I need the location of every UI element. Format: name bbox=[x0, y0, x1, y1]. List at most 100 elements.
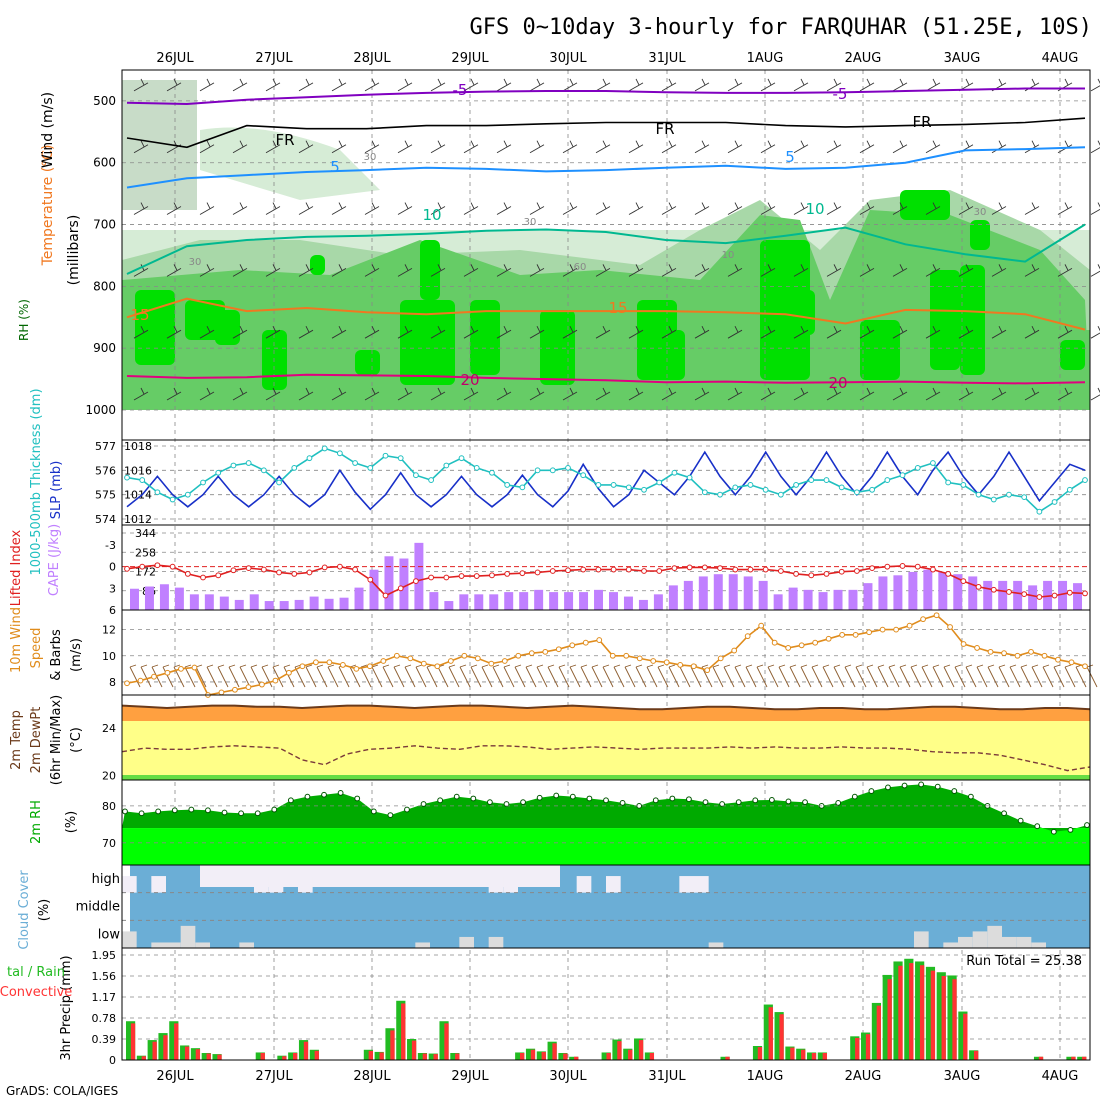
precip-convective-bar bbox=[455, 1053, 460, 1060]
contour-label: 20 bbox=[460, 371, 479, 389]
wind-barb-10m bbox=[459, 664, 471, 688]
rh2m-marker bbox=[171, 807, 178, 814]
rh2m-marker bbox=[569, 793, 576, 800]
wind-barb bbox=[496, 140, 512, 154]
wind-barb bbox=[364, 264, 380, 277]
rh2m-marker bbox=[304, 793, 311, 800]
wind-barb bbox=[727, 264, 743, 277]
precip-convective-bar bbox=[552, 1043, 557, 1060]
rh2m-marker bbox=[868, 788, 875, 794]
lifted-index-line-marker bbox=[580, 566, 587, 573]
lifted-index-line-marker bbox=[1006, 589, 1012, 595]
temperature-fill bbox=[122, 705, 1090, 721]
thickness-line-marker bbox=[413, 472, 419, 479]
wind10m-axis-label: 10m Wind bbox=[9, 607, 24, 673]
precip-total-bar bbox=[298, 1040, 309, 1060]
contour-label: 30 bbox=[974, 207, 987, 218]
date-label-bottom: 31JUL bbox=[648, 1069, 686, 1084]
wind-speed-line-marker bbox=[326, 659, 333, 666]
precip-tick-label: 0.39 bbox=[92, 1033, 117, 1046]
lifted-index-line-marker bbox=[504, 570, 511, 577]
rh2m-marker bbox=[802, 799, 808, 806]
date-label-top: 4AUG bbox=[1042, 51, 1079, 66]
cloud-cell-high bbox=[151, 876, 166, 893]
rh-axis-label: RH (%) bbox=[17, 299, 31, 341]
wind-barb bbox=[991, 325, 1007, 339]
lifted-index-line-marker bbox=[534, 569, 541, 576]
precip-total-bar bbox=[201, 1053, 211, 1060]
precip-total-bar bbox=[904, 958, 914, 1060]
date-label-bottom: 30JUL bbox=[549, 1069, 587, 1084]
wind-barb bbox=[298, 78, 314, 92]
precip-convective-bar bbox=[811, 1053, 817, 1060]
thickness-line-marker bbox=[124, 474, 130, 481]
wind-barb bbox=[496, 264, 512, 277]
temp2m-tick-label: 20 bbox=[102, 769, 116, 782]
isotherm-line bbox=[126, 87, 1085, 106]
precip-total-bar bbox=[861, 1032, 871, 1060]
rh-area-dark bbox=[215, 310, 240, 345]
wind-barb bbox=[562, 78, 578, 92]
lifted-index-line-marker bbox=[686, 564, 693, 571]
wind-barb bbox=[661, 387, 677, 401]
precip-total-bar bbox=[190, 1048, 201, 1060]
contour-label: 60 bbox=[574, 262, 587, 273]
date-label-top: 2AUG bbox=[845, 51, 882, 66]
rh2m-marker bbox=[520, 799, 526, 806]
precip-convective-bar bbox=[390, 1030, 395, 1060]
date-label-bottom: 28JUL bbox=[353, 1069, 391, 1084]
wind-barb-10m bbox=[789, 664, 801, 688]
rh2m-marker bbox=[934, 783, 941, 790]
rh2m-marker bbox=[951, 788, 958, 794]
cape-bar bbox=[429, 592, 439, 610]
wind-barb bbox=[1057, 78, 1073, 92]
cape-bar bbox=[728, 574, 738, 610]
precip-convective-bar bbox=[292, 1053, 298, 1060]
wind-barb bbox=[793, 387, 809, 401]
lifted-index-line-marker bbox=[899, 563, 906, 569]
lifted-index-line-marker bbox=[854, 568, 860, 574]
date-label-bottom: 3AUG bbox=[944, 1069, 981, 1084]
thickness-line-marker bbox=[1021, 494, 1028, 501]
precip-convective-bar bbox=[563, 1053, 568, 1060]
slp-tick-label: 1016 bbox=[124, 464, 152, 477]
wind-barb-10m bbox=[481, 664, 493, 688]
wind-speed-line-marker bbox=[313, 659, 319, 666]
li-tick-label: 3 bbox=[109, 582, 116, 595]
cloud-level-label: middle bbox=[76, 900, 120, 915]
precip-total-bar bbox=[536, 1051, 546, 1060]
rh-area-dark bbox=[470, 300, 500, 375]
wind-barb bbox=[529, 325, 545, 339]
precip-convective-bar bbox=[628, 1049, 633, 1060]
rh2m-marker bbox=[387, 812, 394, 819]
wind-barb bbox=[232, 78, 248, 92]
wind-barb-10m bbox=[195, 664, 207, 688]
wind-barb bbox=[694, 140, 710, 154]
rh2m-marker bbox=[254, 810, 261, 817]
precip-convective-bar bbox=[865, 1034, 871, 1060]
precip-convective-bar bbox=[303, 1041, 309, 1060]
wind-barb bbox=[232, 264, 248, 277]
thickness-line-marker bbox=[276, 479, 282, 486]
wind-barb-10m bbox=[151, 664, 163, 688]
wind-speed-line-marker bbox=[218, 689, 225, 696]
wind-speed-line-marker bbox=[623, 652, 630, 659]
thickness-line-marker bbox=[321, 445, 328, 452]
lifted-index-line-marker bbox=[276, 569, 282, 576]
wind-barb bbox=[397, 78, 413, 92]
lifted-index-line-marker bbox=[960, 578, 967, 585]
cloud-cell-low bbox=[195, 942, 210, 948]
cloud-cell-low bbox=[166, 942, 181, 948]
pressure-tick-label: 500 bbox=[93, 94, 116, 108]
cape-bar bbox=[459, 594, 469, 610]
wind-speed-line-marker bbox=[191, 664, 198, 671]
wind-barb bbox=[133, 78, 149, 92]
footer-credit: GrADS: COLA/IGES bbox=[6, 1084, 118, 1098]
wind-barb bbox=[628, 387, 644, 401]
wind-barb-10m bbox=[371, 664, 383, 688]
wind-barb-10m bbox=[679, 664, 691, 688]
rh-area-dark bbox=[900, 190, 950, 220]
wind-barb bbox=[496, 202, 512, 215]
rh2m-base-fill bbox=[122, 828, 1090, 865]
